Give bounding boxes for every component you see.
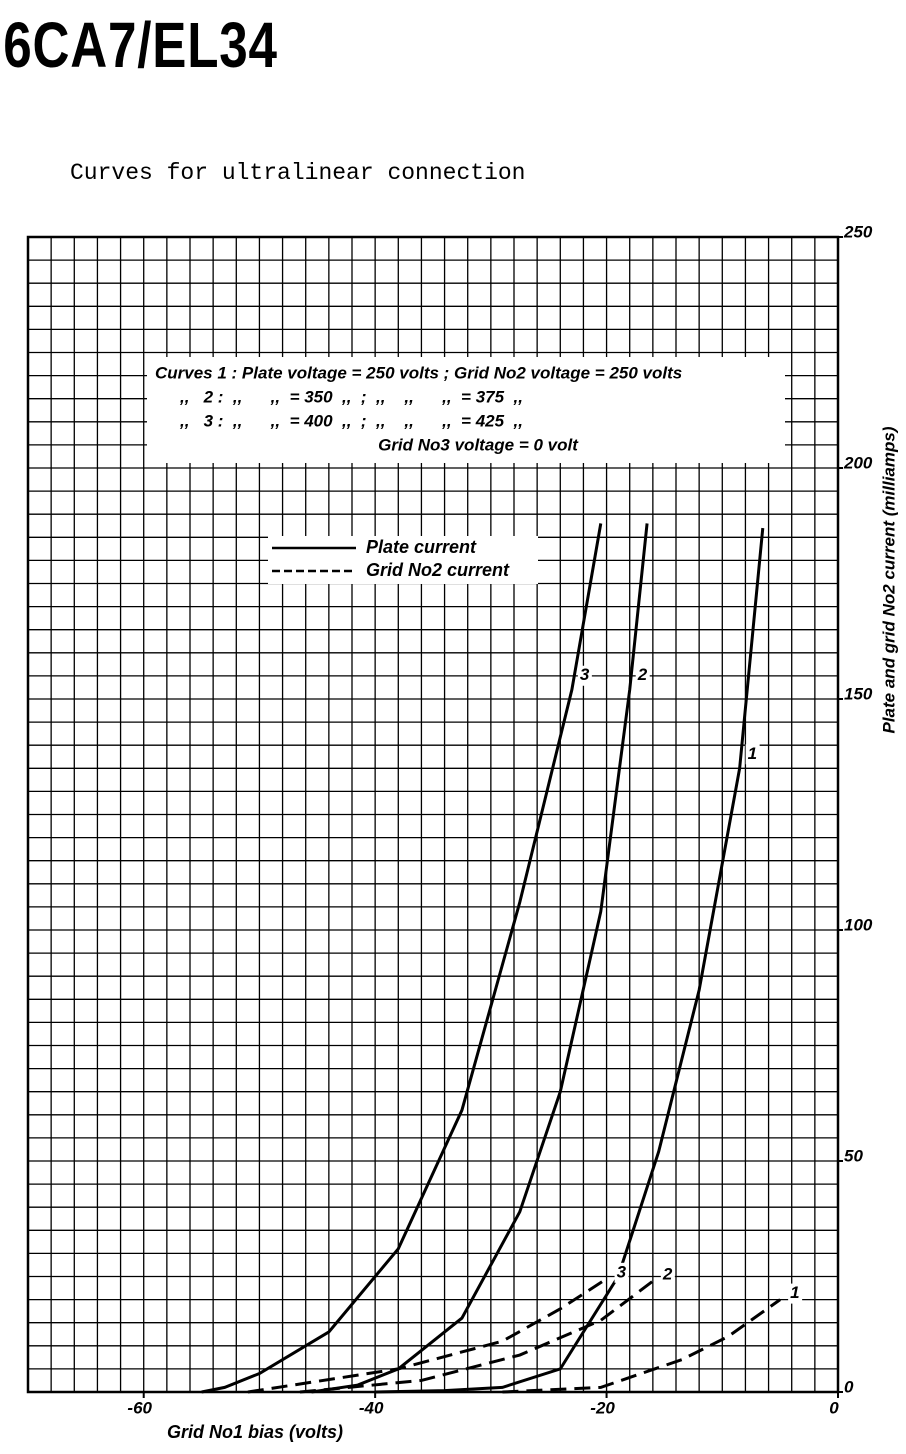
curves: 1 2 3 1 2 3 — [201, 523, 803, 1394]
curve-label: 3 — [617, 1262, 627, 1281]
y-tick-label: 200 — [843, 453, 873, 472]
curve-label: 2 — [637, 665, 648, 684]
grid2-current-curve — [247, 1277, 608, 1394]
legend-label: Grid No2 current — [366, 560, 510, 580]
y-axis-label: Plate and grid No2 current (milliamps) — [879, 426, 898, 733]
chart-title: 6CA7/EL34 — [3, 11, 278, 82]
x-tick-label: -20 — [590, 1398, 615, 1417]
y-tick-label: 250 — [843, 222, 873, 241]
curve-label-bg — [577, 665, 592, 686]
y-tick-label: 50 — [844, 1146, 863, 1165]
curve-label-bg — [788, 1283, 803, 1304]
info-line: Grid No3 voltage = 0 volt — [378, 435, 579, 454]
y-tick-label: 100 — [844, 915, 873, 934]
curve-label: 2 — [662, 1265, 673, 1284]
plate-current-curve — [311, 523, 649, 1394]
legend-label: Plate current — [366, 537, 477, 557]
plate-current-curve — [201, 523, 603, 1394]
x-tick-label: -60 — [127, 1398, 152, 1417]
grid2-current-curve — [299, 1279, 654, 1394]
chart-subtitle: Curves for ultralinear connection — [70, 160, 525, 186]
info-line: Curves 1 : Plate voltage = 250 volts ; G… — [155, 363, 682, 382]
curve-label-bg — [745, 744, 760, 765]
curve-label-bg — [614, 1262, 629, 1283]
x-axis-label: Grid No1 bias (volts) — [167, 1422, 343, 1442]
curve-label-bg — [635, 665, 650, 686]
curve-label: 1 — [790, 1283, 799, 1302]
y-tick-label: 0 — [844, 1377, 854, 1396]
info-line: ,, 3 : ,, ,, = 400 ,, ; ,, ,, ,, = 425 ,… — [179, 411, 523, 430]
y-tick-label: 150 — [844, 684, 873, 703]
info-box — [147, 357, 785, 463]
legend-box — [268, 536, 538, 584]
curve-label: 3 — [580, 665, 590, 684]
x-tick-label: -40 — [359, 1398, 384, 1417]
curve-label: 1 — [748, 744, 757, 763]
curve-label-bg — [660, 1265, 675, 1286]
info-line: ,, 2 : ,, ,, = 350 ,, ; ,, ,, ,, = 375 ,… — [179, 387, 523, 406]
x-tick-label: 0 — [829, 1398, 839, 1417]
plate-current-curve — [375, 527, 765, 1394]
